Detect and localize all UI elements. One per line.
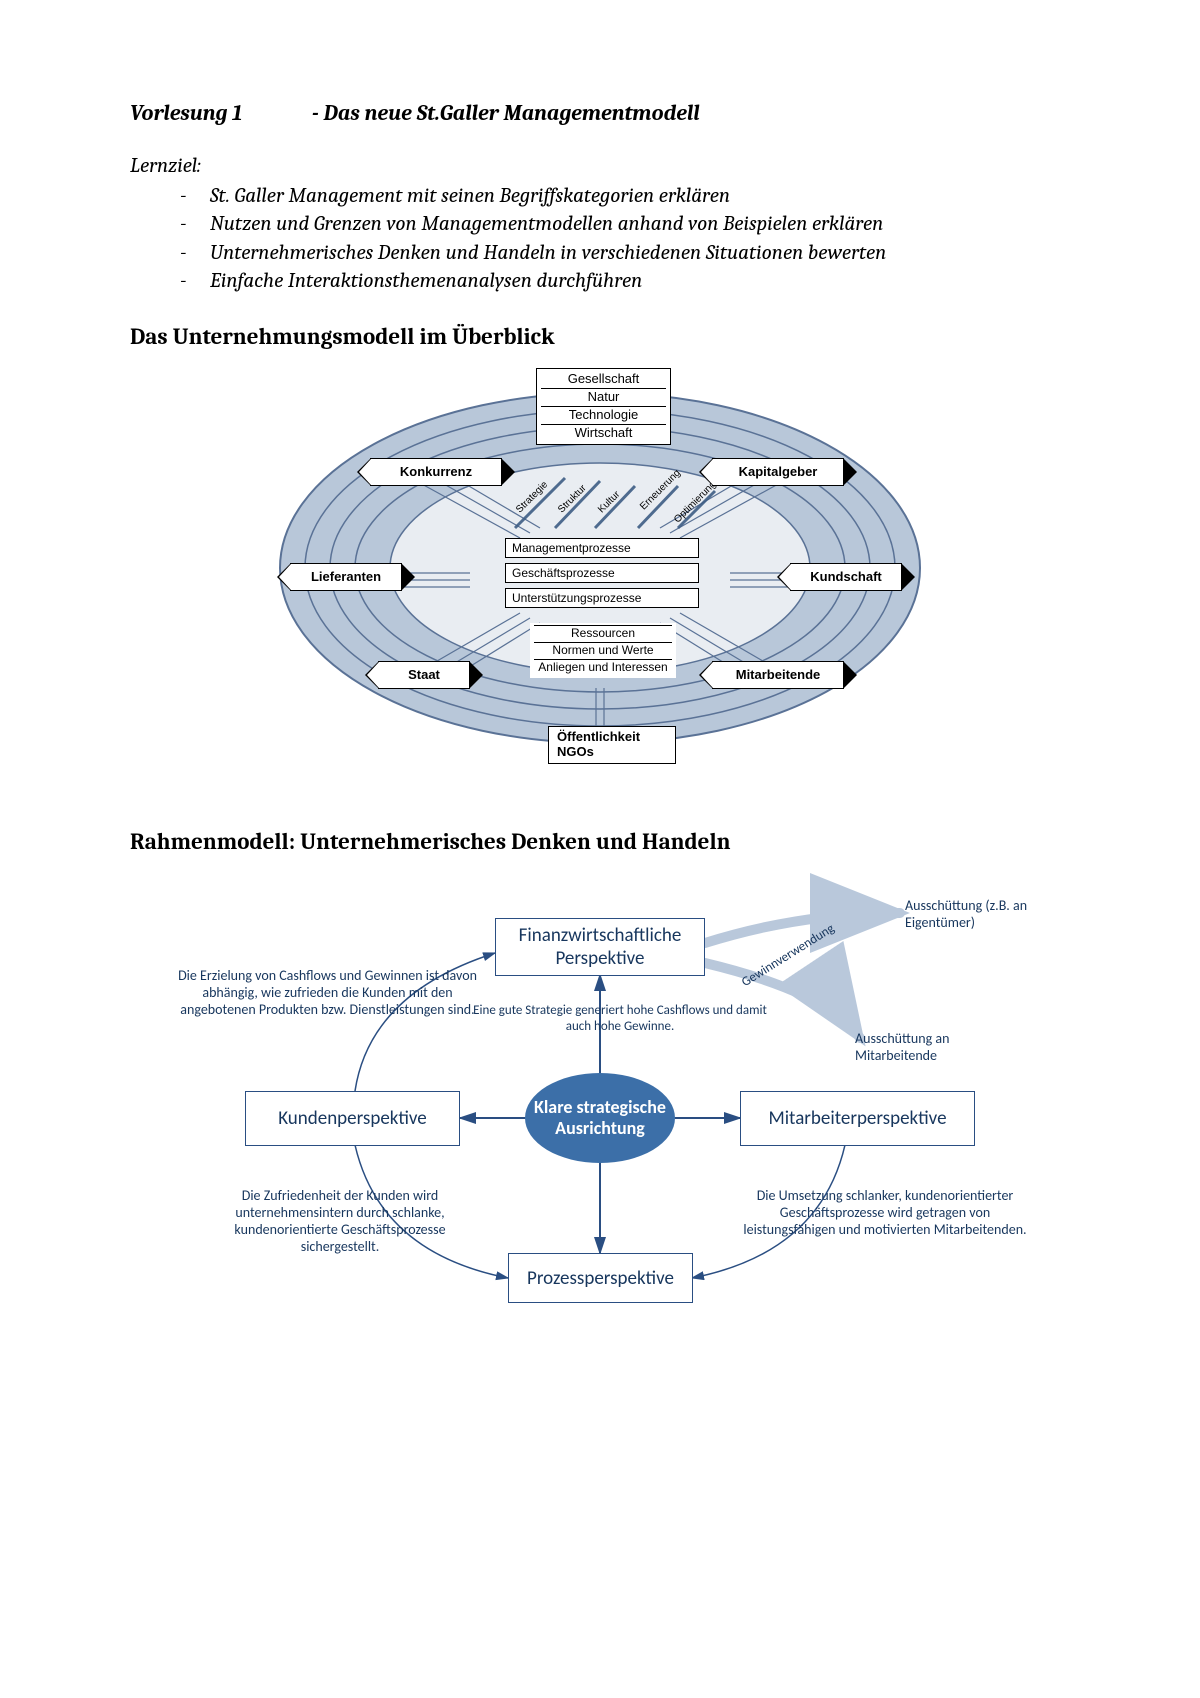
list-item: Einfache Interaktionsthemenanalysen durc… <box>210 267 1070 295</box>
section-heading-1: Das Unternehmungsmodell im Überblick <box>130 323 1070 350</box>
stakeholder-konkurrenz: Konkurrenz <box>370 458 502 486</box>
note-bot-left: Die Zufriedenheit der Kunden wird untern… <box>195 1188 485 1255</box>
process-box: Managementprozesse <box>505 538 699 558</box>
perspective-mitarbeiter: Mitarbeiterperspektive <box>740 1091 975 1146</box>
lecture-number: Vorlesung 1 <box>130 100 242 126</box>
note-bot-right: Die Umsetzung schlanker, kundenorientier… <box>735 1188 1035 1238</box>
perspective-prozess: Prozessperspektive <box>508 1253 693 1303</box>
process-box: Geschäftsprozesse <box>505 563 699 583</box>
note-top-left: Die Erzielung von Cashflows und Gewinnen… <box>170 968 485 1018</box>
stakeholder-kapitalgeber: Kapitalgeber <box>712 458 844 486</box>
list-item: Unternehmerisches Denken und Handeln in … <box>210 239 1070 267</box>
env-sphere: Gesellschaft <box>541 371 666 389</box>
stakeholder-kundschaft: Kundschaft <box>790 563 902 591</box>
interaction-theme: Ressourcen <box>534 625 672 642</box>
payout-owners: Ausschüttung (z.B. an Eigentümer) <box>905 898 1040 932</box>
section-heading-2: Rahmenmodell: Unternehmerisches Denken u… <box>130 828 1070 855</box>
interaction-theme: Normen und Werte <box>534 642 672 659</box>
stakeholder-mitarbeitende: Mitarbeitende <box>712 661 844 689</box>
list-item: Nutzen und Grenzen von Managementmodelle… <box>210 210 1070 238</box>
lernziel-heading: Lernziel: <box>130 154 1070 178</box>
env-sphere: Technologie <box>541 407 666 425</box>
lecture-subtitle: - Das neue St.Galler Managementmodell <box>312 100 700 126</box>
environment-spheres: Gesellschaft Natur Technologie Wirtschaf… <box>536 368 671 445</box>
perspective-kunden: Kundenperspektive <box>245 1091 460 1146</box>
env-sphere: Wirtschaft <box>541 425 666 442</box>
payout-employees: Ausschüttung an Mitarbeitende <box>855 1031 985 1065</box>
st-galler-model-diagram: Gesellschaft Natur Technologie Wirtschaf… <box>260 368 940 778</box>
list-item: St. Galler Management mit seinen Begriff… <box>210 182 1070 210</box>
rahmenmodell-diagram: Finanzwirtschaftliche Perspektive Kunden… <box>160 873 1040 1343</box>
lernziel-list: St. Galler Management mit seinen Begriff… <box>130 182 1070 295</box>
interaction-themes: Ressourcen Normen und Werte Anliegen und… <box>530 623 676 677</box>
lecture-title: Vorlesung 1 - Das neue St.Galler Manageme… <box>130 100 1070 126</box>
perspective-finanz: Finanzwirtschaftliche Perspektive <box>495 918 705 976</box>
stakeholder-oeffentlichkeit: Öffentlichkeit NGOs <box>548 726 676 764</box>
note-under-top: Eine gute Strategie generiert hohe Cashf… <box>460 1003 780 1034</box>
env-sphere: Natur <box>541 389 666 407</box>
process-box: Unterstützungsprozesse <box>505 588 699 608</box>
interaction-theme: Anliegen und Interessen <box>534 659 672 676</box>
stakeholder-lieferanten: Lieferanten <box>290 563 402 591</box>
strategic-center: Klare strategische Ausrichtung <box>525 1073 675 1163</box>
stakeholder-staat: Staat <box>378 661 470 689</box>
